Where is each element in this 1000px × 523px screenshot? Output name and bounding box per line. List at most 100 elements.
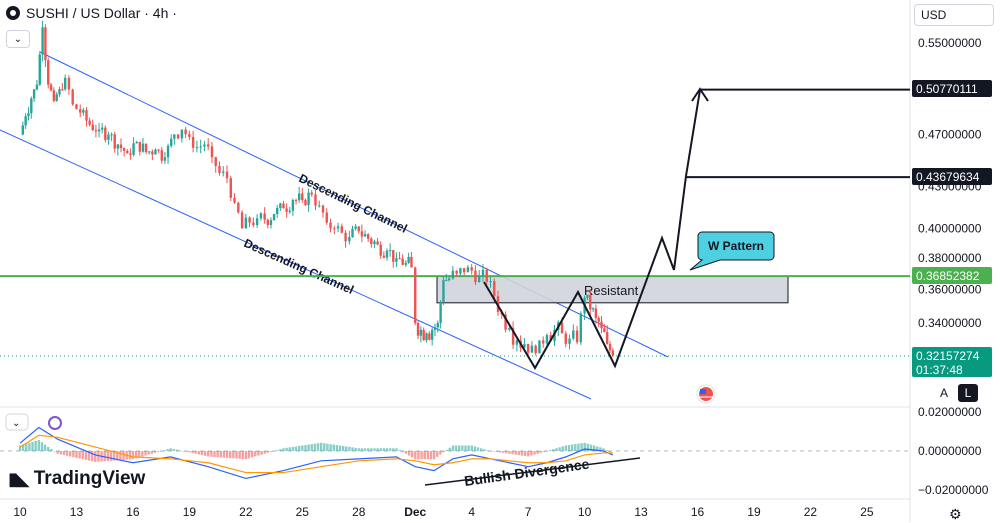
macd-histogram-bar — [577, 443, 580, 451]
candle-down — [79, 104, 82, 118]
price-marker-2: 0.43679634 — [916, 170, 980, 184]
candle-up — [523, 338, 526, 349]
macd-histogram-bar — [298, 445, 301, 451]
candle-down — [428, 331, 431, 341]
macd-histogram-bar — [313, 443, 317, 451]
channel-lower-line — [0, 129, 592, 400]
candle-up — [63, 74, 67, 91]
candle-up — [21, 121, 25, 136]
candle-body — [88, 120, 91, 125]
candle-down — [321, 204, 325, 218]
macd-histogram-bar — [21, 444, 25, 451]
macd-histogram-bar — [401, 451, 404, 452]
candle-up — [445, 274, 448, 282]
candle-up — [180, 129, 184, 143]
candle-body — [416, 323, 420, 336]
candle-body — [401, 258, 404, 265]
macd-histogram-bar — [486, 450, 489, 451]
macd-histogram-bar — [276, 450, 279, 451]
candle-up — [395, 252, 398, 268]
macd-histogram-bar — [338, 445, 342, 451]
candle-body — [132, 143, 135, 155]
candle-body — [126, 150, 129, 154]
macd-histogram-bar — [279, 449, 282, 451]
macd-histogram-bar — [232, 451, 235, 459]
macd-histogram-bar — [34, 440, 37, 451]
candle-up — [38, 51, 41, 86]
collapse-legend-button[interactable]: ⌄ — [6, 30, 30, 48]
candle-up — [388, 243, 392, 257]
candle-up — [530, 341, 534, 353]
macd-tick-label: −0.02000000 — [918, 483, 989, 497]
macd-histogram-bar — [467, 445, 470, 451]
candle-body — [82, 110, 85, 113]
macd-histogram-bar — [586, 443, 590, 451]
log-scale-button[interactable]: L — [958, 384, 978, 402]
candle-body — [288, 210, 291, 212]
macd-histogram-bar — [589, 444, 593, 451]
macd-histogram-bar — [156, 451, 160, 452]
candle-down — [329, 218, 332, 233]
macd-histogram-bar — [580, 443, 583, 451]
candle-down — [366, 233, 370, 243]
candle-up — [447, 275, 451, 282]
projection-arrow-path — [673, 89, 701, 271]
candle-body — [229, 178, 232, 198]
candle-body — [329, 222, 332, 229]
candle-down — [225, 165, 229, 184]
candle-down — [207, 138, 210, 151]
macd-histogram-bar — [608, 451, 612, 452]
candle-body — [113, 134, 116, 149]
gear-icon[interactable]: ⚙ — [949, 506, 962, 522]
candle-up — [351, 225, 354, 238]
candle-body — [314, 194, 317, 206]
macd-histogram-bar — [18, 445, 22, 451]
candle-up — [451, 266, 455, 280]
candle-down — [611, 347, 615, 358]
candle-down — [151, 149, 154, 161]
candle-body — [541, 340, 545, 344]
candle-body — [410, 256, 413, 268]
macd-histogram-bar — [464, 445, 467, 451]
candle-body — [382, 255, 386, 258]
channel-upper-line — [39, 51, 669, 358]
candle-body — [266, 219, 269, 225]
candle-down — [455, 270, 458, 277]
candle-up — [425, 332, 428, 343]
candle-body — [210, 146, 214, 158]
candle-down — [414, 266, 417, 326]
candle-body — [511, 328, 515, 345]
candle-body — [214, 157, 217, 166]
candle-down — [119, 138, 123, 153]
macd-histogram-bar — [332, 444, 335, 451]
candle-body — [392, 250, 395, 262]
macd-histogram-bar — [596, 446, 599, 451]
candle-body — [445, 280, 448, 282]
auto-scale-button[interactable]: A — [939, 386, 948, 400]
currency-selector[interactable]: USD — [914, 4, 994, 26]
candle-body — [523, 343, 526, 348]
macd-histogram-bar — [263, 451, 266, 454]
macd-histogram-bar — [53, 451, 56, 452]
macd-histogram-bar — [31, 441, 34, 451]
candle-body — [379, 244, 382, 256]
candle-body — [276, 208, 279, 215]
macd-histogram-bar — [360, 448, 364, 451]
candle-down — [382, 251, 386, 259]
candle-body — [166, 145, 170, 158]
price-tick-label: 0.36000000 — [918, 283, 982, 297]
price-marker-1-bg — [912, 80, 992, 97]
macd-histogram-bar — [40, 442, 44, 451]
macd-histogram-bar — [341, 445, 345, 451]
candle-up — [433, 323, 437, 337]
candle-body — [572, 330, 575, 339]
candle-up — [385, 248, 389, 261]
macd-histogram-bar — [602, 448, 605, 451]
candle-down — [401, 254, 404, 266]
price-marker-1: 0.50770111 — [916, 82, 978, 96]
candle-body — [32, 89, 36, 99]
candle-up — [436, 320, 440, 333]
candle-up — [579, 311, 583, 345]
macd-histogram-bar — [172, 448, 175, 451]
